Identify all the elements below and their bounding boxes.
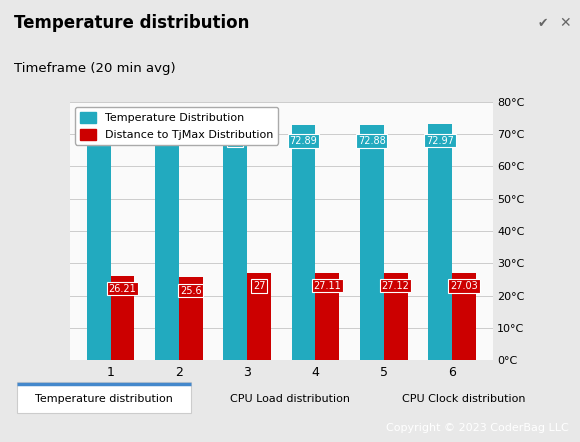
Text: 73.79: 73.79 [85, 133, 113, 143]
Bar [428, 124, 452, 360]
Bar [452, 273, 476, 360]
Text: 72.97: 72.97 [426, 136, 454, 146]
Text: 27.03: 27.03 [450, 281, 478, 291]
Text: 74.4: 74.4 [156, 131, 177, 141]
Bar [17, 382, 191, 413]
Text: ✔: ✔ [537, 17, 548, 30]
Text: Timeframe (20 min avg): Timeframe (20 min avg) [14, 62, 176, 75]
Bar [111, 275, 135, 360]
Text: 72.88: 72.88 [358, 136, 386, 146]
Text: 27.11: 27.11 [314, 281, 341, 291]
Text: Temperature distribution: Temperature distribution [14, 14, 250, 32]
Bar [384, 273, 408, 360]
Legend: Temperature Distribution, Distance to TjMax Distribution: Temperature Distribution, Distance to Tj… [75, 107, 278, 145]
Text: 25.6: 25.6 [180, 286, 202, 296]
Bar [223, 124, 247, 360]
Text: CPU Load distribution: CPU Load distribution [230, 394, 350, 404]
Bar [86, 122, 111, 360]
Text: CPU Clock distribution: CPU Clock distribution [403, 394, 525, 404]
Bar [316, 273, 339, 360]
Bar [155, 120, 179, 360]
Bar [292, 125, 316, 360]
Text: 26.21: 26.21 [108, 284, 136, 293]
Bar [179, 278, 203, 360]
Text: 72.89: 72.89 [289, 136, 317, 146]
Bar [360, 125, 384, 360]
Text: 73: 73 [229, 136, 241, 145]
Text: 27: 27 [253, 281, 266, 291]
Text: ✕: ✕ [560, 16, 571, 30]
Text: 27.12: 27.12 [382, 281, 409, 291]
Text: Temperature distribution: Temperature distribution [35, 394, 173, 404]
Text: Copyright © 2023 CoderBag LLC: Copyright © 2023 CoderBag LLC [386, 423, 568, 433]
Bar [247, 273, 271, 360]
